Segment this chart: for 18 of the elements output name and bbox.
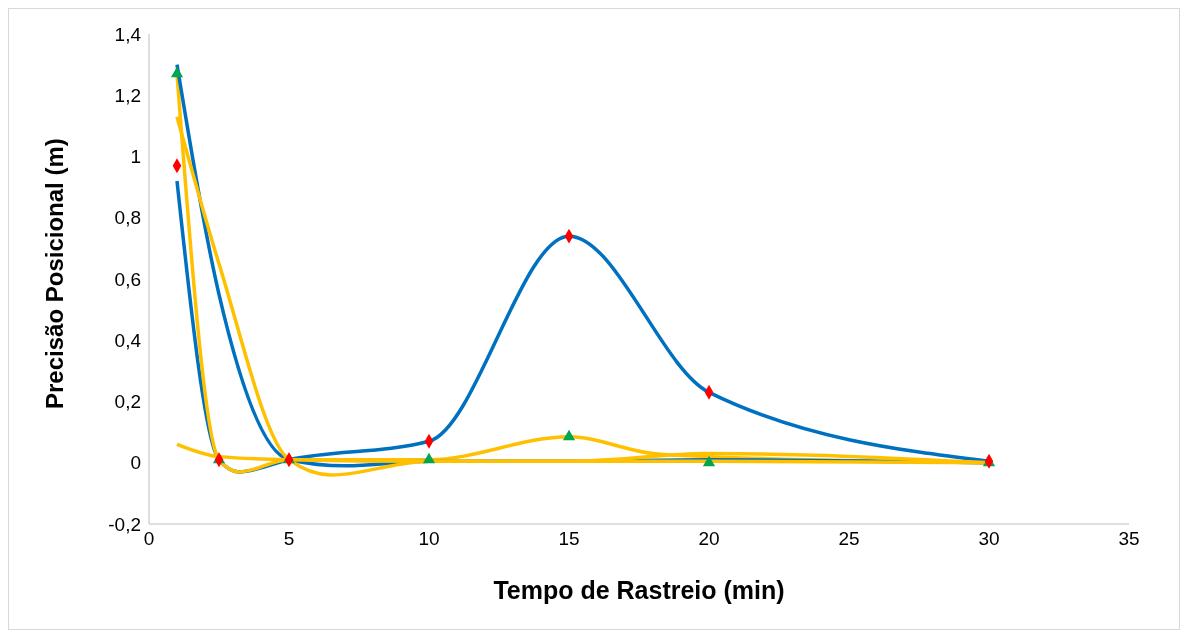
x-tick-label: 25 — [838, 528, 860, 550]
x-tick-label: 20 — [698, 528, 720, 550]
y-tick-label: 0,2 — [114, 391, 141, 413]
y-tick-label: 0,4 — [114, 329, 142, 351]
x-axis-title: Tempo de Rastreio (min) — [493, 576, 785, 604]
x-tick-label: 30 — [978, 528, 1000, 550]
y-tick-label: 0,8 — [114, 207, 141, 229]
y-tick-label: 1,2 — [114, 85, 141, 106]
y-tick-label: 0,6 — [114, 268, 141, 290]
x-tick-label: 35 — [1118, 528, 1140, 550]
x-tick-label: 10 — [418, 528, 440, 550]
y-axis-title: Precisão Posicional (m) — [40, 138, 68, 409]
y-tick-label: 1,4 — [114, 23, 142, 45]
x-tick-label: 5 — [283, 528, 295, 550]
x-tick-label: 15 — [558, 528, 580, 550]
y-tick-label: 1 — [130, 146, 141, 168]
y-tick-label: 0 — [130, 452, 141, 474]
y-tick-label: -0,2 — [108, 513, 141, 535]
